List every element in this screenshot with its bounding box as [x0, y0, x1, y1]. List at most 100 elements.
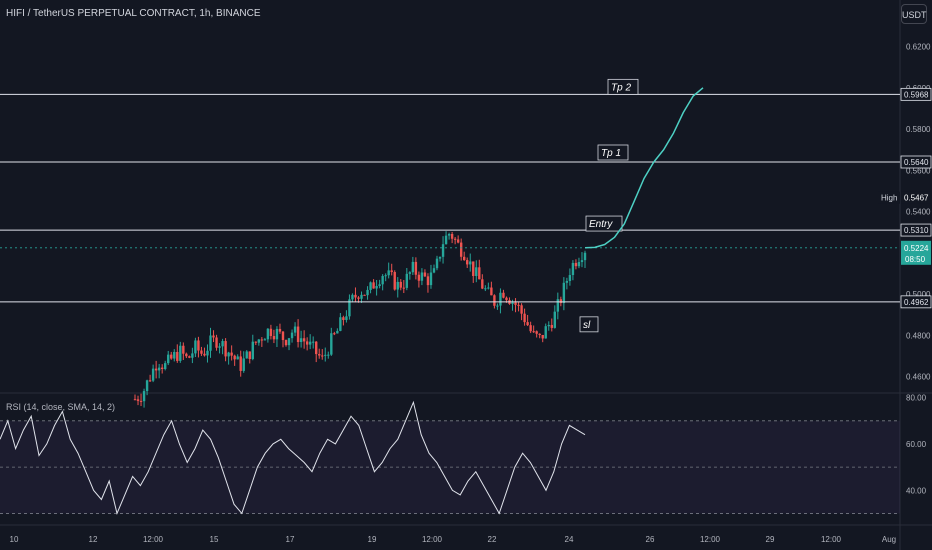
candle-body: [466, 260, 469, 265]
candle-body: [544, 326, 547, 339]
rsi-line[interactable]: [0, 400, 586, 515]
high-value-bg: [901, 191, 931, 204]
annotation-box[interactable]: [597, 144, 629, 161]
candle-body: [493, 295, 496, 306]
annotation-box[interactable]: [585, 215, 623, 232]
annotation-tp-1: Tp 1: [601, 148, 621, 159]
rsi-tick-label: 80.00: [906, 394, 927, 403]
annotation-box[interactable]: [607, 78, 639, 95]
price-tick-label: 0.4800: [906, 331, 931, 340]
candle-body: [139, 400, 143, 402]
candle-body: [302, 338, 306, 342]
candle-body: [308, 341, 312, 345]
candle-body: [393, 272, 396, 290]
candle-body: [562, 282, 566, 304]
price-tick-label: 0.5400: [906, 208, 931, 217]
candle-body: [173, 351, 176, 359]
time-tick-label: 22: [488, 535, 497, 544]
candle-body: [324, 354, 327, 356]
candle-body: [275, 328, 279, 340]
candle-body: [472, 261, 475, 276]
candle-body: [266, 328, 270, 340]
level-price-box: [900, 223, 932, 237]
candle-body: [517, 304, 520, 306]
candle-body: [426, 276, 430, 286]
candle-body: [462, 256, 466, 261]
candle-body: [372, 282, 375, 289]
candle-body: [459, 242, 463, 257]
candle-body: [227, 352, 230, 357]
candle-body: [387, 270, 390, 276]
candle-body: [167, 354, 170, 364]
candle-body: [484, 288, 487, 290]
candle-body: [577, 262, 581, 267]
annotation-box[interactable]: [579, 316, 599, 333]
candle-body: [351, 294, 354, 300]
candle-body: [529, 325, 532, 332]
candle-body: [293, 326, 297, 333]
rsi-tick-label: 60.00: [906, 440, 927, 449]
projection-path[interactable]: [584, 87, 704, 249]
time-tick-label: 12:00: [143, 535, 164, 544]
candle-body: [136, 399, 140, 401]
candle-body: [432, 268, 436, 273]
currency-button[interactable]: USDT: [901, 4, 927, 24]
candle-body: [423, 272, 427, 277]
candle-body: [541, 334, 544, 339]
candle-body: [559, 299, 563, 304]
candle-body: [257, 339, 261, 343]
candle-body: [565, 280, 569, 283]
candle-body: [148, 380, 152, 382]
candle-body: [453, 238, 457, 240]
candle-body: [248, 351, 251, 360]
candle-body: [354, 294, 357, 298]
candle-body: [200, 350, 203, 354]
candle-body: [197, 340, 200, 351]
candle-body: [378, 284, 381, 287]
candle-body: [444, 235, 448, 245]
candle-body: [336, 330, 339, 334]
candle-body: [239, 356, 242, 371]
candle-body: [191, 353, 194, 358]
candle-body: [456, 239, 460, 243]
candle-body: [333, 333, 336, 335]
candle-body: [221, 341, 224, 347]
candle-body: [154, 368, 158, 371]
candle-body: [535, 331, 538, 334]
level-price-box: [900, 295, 932, 309]
candle-body: [315, 341, 318, 355]
candle-body: [251, 341, 254, 360]
candle-body: [296, 326, 300, 342]
candle-body: [318, 354, 321, 356]
price-tick-label: 0.5600: [906, 166, 931, 175]
price-tick-label: 0.6200: [906, 43, 931, 52]
high-label: High: [881, 194, 897, 203]
candle-body: [299, 338, 303, 342]
time-tick-label: 12:00: [821, 535, 842, 544]
candle-body: [523, 313, 526, 323]
candle-body: [580, 260, 584, 263]
candle-body: [408, 272, 412, 274]
candle-body: [475, 267, 478, 276]
candle-body: [311, 341, 315, 343]
candle-body: [145, 380, 149, 392]
annotation-sl: sl: [583, 320, 591, 331]
candle-body: [236, 356, 239, 360]
rsi-indicator-label: RSI (14, close, SMA, 14, 2): [6, 402, 116, 412]
candle-body: [420, 272, 424, 281]
time-tick-label: 26: [646, 535, 655, 544]
candle-body: [571, 262, 575, 276]
level-price-box: [900, 155, 932, 169]
price-tick-label: 0.5800: [906, 125, 931, 134]
candle-body: [550, 324, 553, 328]
candle-body: [179, 345, 182, 361]
candle-body: [547, 324, 550, 327]
candle-body: [417, 274, 421, 281]
candle-body: [363, 294, 366, 296]
candle-body: [429, 272, 433, 286]
candle-body: [321, 355, 324, 357]
candle-body: [281, 331, 285, 341]
candle-body: [360, 294, 363, 299]
